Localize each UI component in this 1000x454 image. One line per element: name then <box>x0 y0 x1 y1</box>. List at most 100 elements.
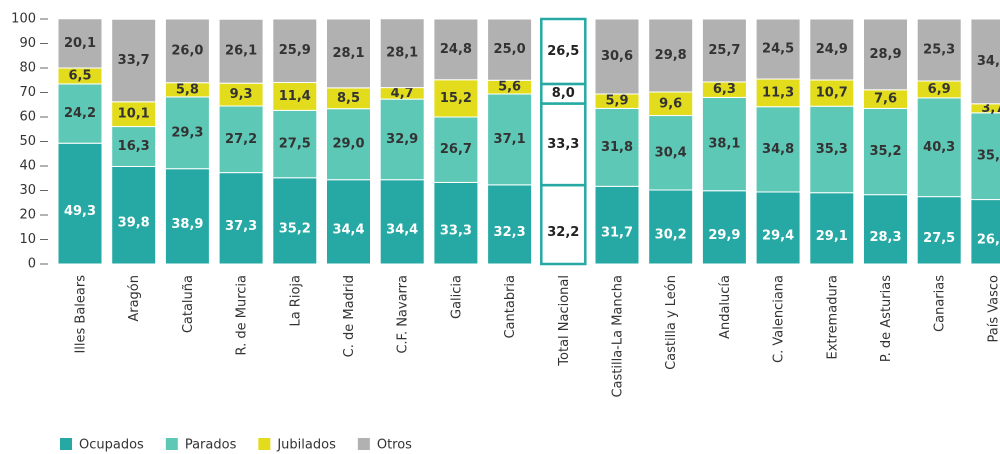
bar-segment <box>540 102 587 187</box>
data-label: 5,9 <box>605 94 628 109</box>
data-label: 40,3 <box>923 140 955 155</box>
bar-segment <box>111 101 157 128</box>
bar-segment <box>755 106 801 193</box>
data-label: 31,8 <box>601 140 633 155</box>
data-label: 6,9 <box>928 82 951 97</box>
bar-segment <box>540 17 587 86</box>
data-label: 30,4 <box>655 145 687 160</box>
bar-segment <box>433 181 479 265</box>
data-label: 28,1 <box>332 46 364 61</box>
y-tick-label: 40 <box>19 159 36 174</box>
data-label: 35,3 <box>816 142 848 157</box>
legend-swatch <box>357 438 370 450</box>
bar-segment <box>326 108 371 181</box>
data-label: 24,8 <box>440 42 472 57</box>
data-label: 34,4 <box>332 222 364 237</box>
x-tick-label: La Rioja <box>288 275 303 327</box>
bar-segment <box>111 18 157 103</box>
bar-segment <box>648 115 694 191</box>
data-label: 33,3 <box>440 224 472 239</box>
bar-segment <box>164 96 210 170</box>
data-label: 25,7 <box>708 43 740 58</box>
y-tick-label: 60 <box>19 110 36 125</box>
bar-segment <box>57 83 103 144</box>
y-tick-label: 50 <box>19 134 36 149</box>
data-label: 11,3 <box>762 85 794 100</box>
data-label: 30,6 <box>601 49 633 64</box>
data-label: 25,0 <box>494 42 526 57</box>
data-label: 29,8 <box>655 48 687 63</box>
bar-segment <box>379 18 425 89</box>
bar-segment <box>809 105 855 194</box>
bar-segment <box>57 18 103 69</box>
data-label: 24,2 <box>64 106 96 121</box>
data-label: 27,2 <box>225 132 257 147</box>
bar-segment <box>272 177 318 265</box>
data-label: 35,4 <box>977 149 1000 164</box>
bar-segment <box>164 18 210 84</box>
data-label: 24,9 <box>816 42 848 57</box>
x-tick-label: C.F. Navarra <box>396 275 411 354</box>
data-label: 31,7 <box>601 226 633 241</box>
data-label: 38,9 <box>171 217 203 232</box>
data-label: 8,0 <box>552 86 575 101</box>
data-label: 32,2 <box>547 225 579 240</box>
data-label: 30,2 <box>655 228 687 243</box>
x-tick-label: C. de Madrid <box>342 275 357 357</box>
bar-segment <box>916 196 962 265</box>
bar-segment <box>648 189 694 265</box>
bar-segment <box>755 191 801 265</box>
data-label: 27,5 <box>923 231 955 246</box>
data-label: 29,9 <box>708 228 740 243</box>
bar-segment <box>863 18 908 91</box>
data-label: 26,7 <box>440 142 472 157</box>
legend-swatch <box>165 438 178 450</box>
x-tick-label: Total Nacional <box>557 275 572 367</box>
data-label: 10,7 <box>816 86 848 101</box>
data-label: 28,9 <box>869 47 901 62</box>
y-tick-label: 80 <box>19 61 36 76</box>
bar-segment <box>272 109 318 179</box>
data-label: 26,5 <box>547 44 579 59</box>
data-label: 4,7 <box>391 86 414 101</box>
bar-segment <box>701 96 747 192</box>
data-label: 7,6 <box>874 92 897 107</box>
bar-segment <box>487 18 533 81</box>
data-label: 8,5 <box>337 91 360 106</box>
legend-label: Ocupados <box>79 438 144 453</box>
data-label: 38,1 <box>708 137 740 152</box>
data-label: 5,6 <box>498 80 521 95</box>
legend-label: Jubilados <box>276 438 336 453</box>
bar-segment <box>809 18 855 81</box>
data-label: 37,3 <box>225 219 257 234</box>
bar-segment <box>379 98 425 181</box>
data-label: 34,6 <box>977 54 1000 69</box>
bar-segment <box>326 18 371 89</box>
bar-segment <box>111 165 157 265</box>
data-label: 32,3 <box>494 225 526 240</box>
bar-segment <box>970 112 1000 201</box>
data-label: 32,9 <box>386 132 418 147</box>
x-tick-label: Galicia <box>449 275 464 319</box>
data-label: 27,5 <box>279 137 311 152</box>
y-tick-label: 90 <box>19 36 36 51</box>
bar-segment <box>755 18 801 80</box>
bar-segment <box>970 18 1000 105</box>
x-tick-label: Canarias <box>933 275 948 332</box>
data-label: 26,3 <box>977 232 1000 247</box>
data-label: 16,3 <box>118 139 150 154</box>
data-label: 9,6 <box>659 96 682 111</box>
x-tick-label: C. Valenciana <box>772 275 787 363</box>
data-label: 25,3 <box>923 42 955 57</box>
bar-segment <box>57 142 103 265</box>
x-tick-label: Cantabria <box>503 275 518 339</box>
bar-segment <box>916 97 962 198</box>
bar-segment <box>433 79 479 118</box>
data-label: 33,3 <box>547 137 579 152</box>
data-label: 34,8 <box>762 142 794 157</box>
y-tick-label: 0 <box>28 257 36 272</box>
data-label: 35,2 <box>869 144 901 159</box>
y-tick-label: 70 <box>19 85 36 100</box>
data-label: 3,7 <box>981 101 1000 116</box>
